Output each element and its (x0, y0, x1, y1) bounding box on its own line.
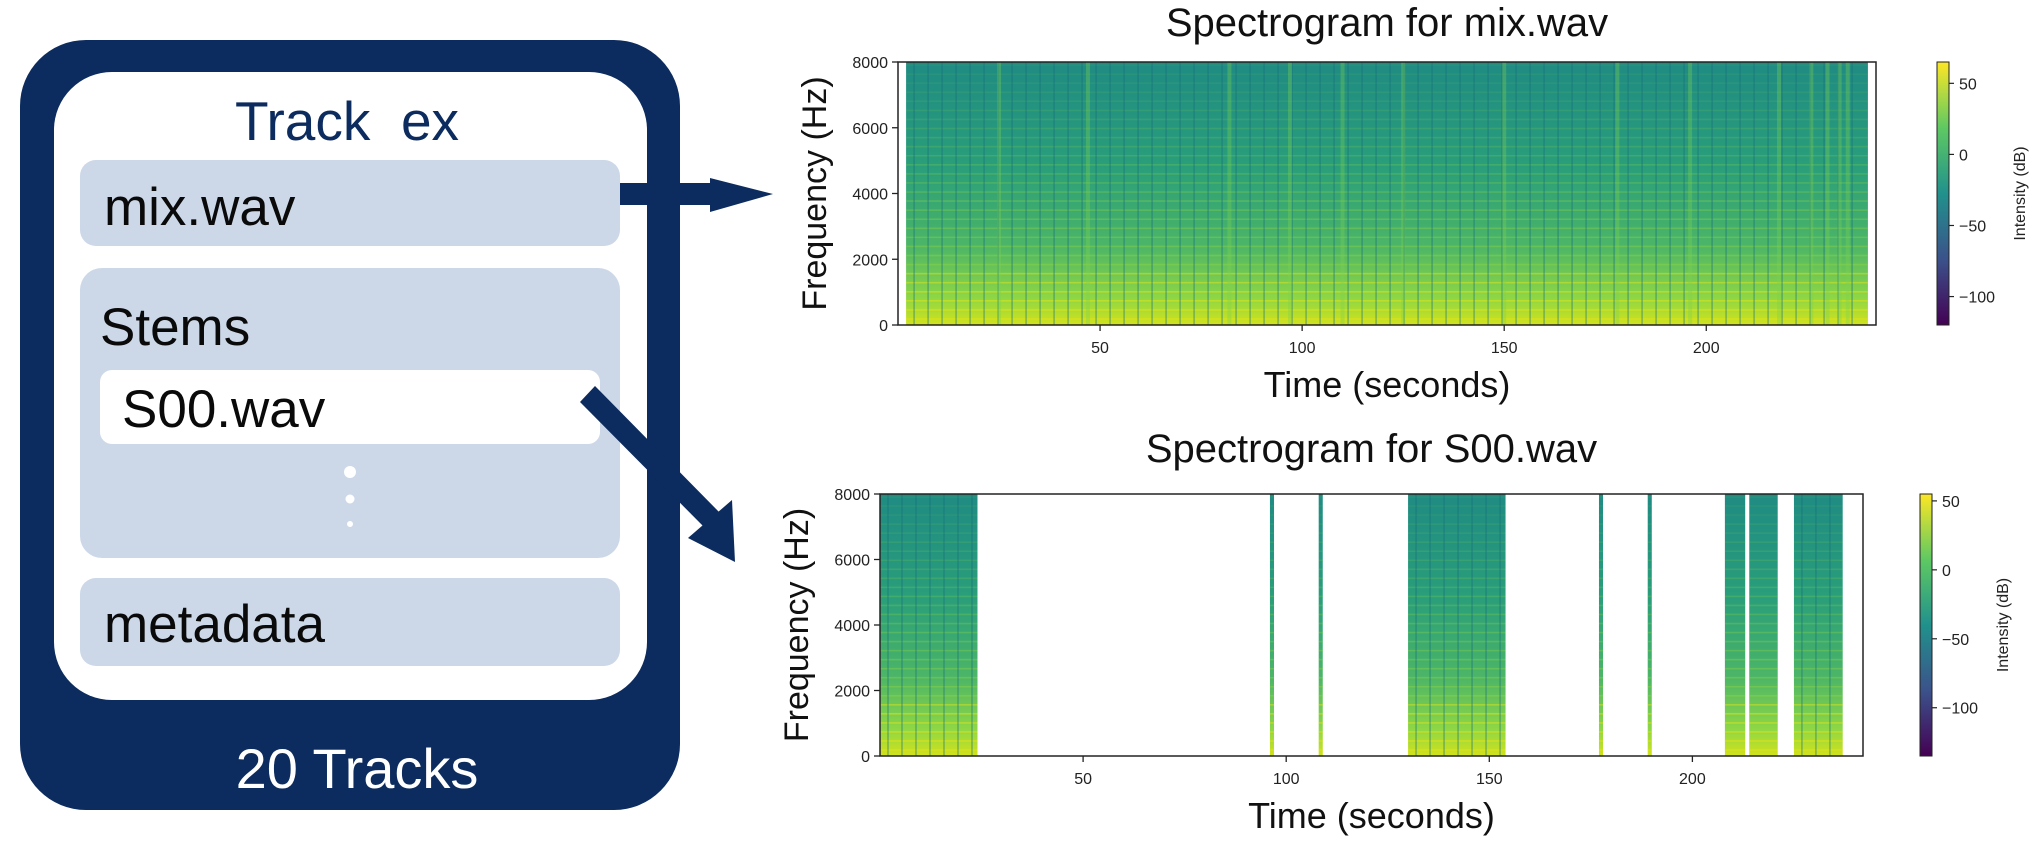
track-count-label: 20 Tracks (236, 737, 479, 800)
y-axis-label: Frequency (Hz) (796, 76, 834, 310)
spectrogram-segment (1318, 494, 1323, 756)
stem-file-box (100, 370, 600, 444)
colorbar-gradient (1919, 493, 1933, 757)
bright-column (1845, 62, 1850, 325)
colorbar-tick-label: −100 (1959, 290, 1995, 307)
y-tick-label: 4000 (852, 187, 888, 204)
bright-column (1288, 62, 1293, 325)
mix-arrow (620, 178, 773, 212)
y-tick-label: 0 (861, 749, 870, 766)
colorbar-tick-label: −50 (1942, 632, 1969, 649)
segment-fill (1724, 494, 1746, 756)
spectrogram-segment (1647, 494, 1652, 756)
colorbar-tick-label: 0 (1959, 147, 1968, 164)
x-tick-label: 100 (1273, 771, 1300, 788)
spectrogram-segment (906, 62, 1868, 325)
y-tick-label: 6000 (834, 553, 870, 570)
chart-title: Spectrogram for S00.wav (1146, 427, 1597, 471)
colorbar-label: Intensity (dB) (2012, 146, 2029, 240)
stem-arrow (580, 386, 735, 562)
ellipsis-dot (347, 521, 353, 527)
plot-area (880, 494, 1863, 756)
spectrogram-segment (1269, 494, 1275, 756)
ellipsis-dot (344, 466, 356, 478)
mix-arrow-shaft (620, 183, 712, 205)
bright-column (1777, 62, 1782, 325)
x-tick-label: 50 (1074, 771, 1092, 788)
stem-arrow-shaft (580, 386, 720, 528)
stem-arrow-head (688, 500, 735, 562)
bright-column (1227, 62, 1232, 325)
colorbar: 50 0 −50 −100 Intensity (dB) (1936, 61, 2029, 326)
x-tick-label: 150 (1476, 771, 1503, 788)
mix-file-box (80, 160, 620, 246)
colorbar-label: Intensity (dB) (1995, 578, 2012, 672)
bright-column (1340, 62, 1345, 325)
bright-column (1825, 62, 1830, 325)
x-tick-label: 200 (1679, 771, 1706, 788)
metadata-label: metadata (104, 595, 326, 654)
bright-column (1809, 62, 1814, 325)
y-tick-label: 6000 (852, 121, 888, 138)
stem-file-label: S00.wav (122, 380, 326, 439)
segment-fill (1749, 494, 1778, 756)
y-tick-label: 2000 (834, 684, 870, 701)
x-tick-label: 200 (1693, 340, 1720, 357)
bright-column (1502, 62, 1507, 325)
y-tick-label: 8000 (834, 487, 870, 504)
colorbar-gradient (1936, 61, 1950, 326)
segment-fill (1318, 494, 1323, 756)
segment-fill (880, 494, 978, 756)
spectrogram-segment (1598, 494, 1604, 756)
track-title: Track ex (235, 90, 459, 152)
metadata-box (80, 578, 620, 666)
x-axis-label: Time (seconds) (1264, 364, 1511, 405)
y-axis-label: Frequency (Hz) (778, 508, 816, 742)
bright-column (1401, 62, 1406, 325)
y-tick-label: 2000 (852, 252, 888, 269)
y-tick-label: 4000 (834, 618, 870, 635)
spectrogram-segment (1749, 494, 1778, 756)
bright-column (1085, 62, 1090, 325)
bright-column (1837, 62, 1842, 325)
segment-fill (906, 62, 1868, 325)
segment-fill (1647, 494, 1652, 756)
dataset-card: Track ex mix.wav Stems S00.wav metadata … (20, 40, 680, 810)
segment-fill (1408, 494, 1506, 756)
y-tick-label: 0 (879, 318, 888, 335)
spectrogram-segment (1408, 494, 1506, 756)
y-tick-label: 8000 (852, 55, 888, 72)
colorbar-tick-label: 50 (1942, 494, 1960, 511)
spectrogram-segment (1793, 494, 1843, 756)
x-tick-label: 50 (1091, 340, 1109, 357)
bright-column (1615, 62, 1620, 325)
segment-fill (1598, 494, 1604, 756)
x-axis-label: Time (seconds) (1248, 795, 1495, 836)
spectrogram-segment (880, 494, 978, 756)
bright-column (997, 62, 1002, 325)
segment-fill (1793, 494, 1843, 756)
spectrogram-segment (1724, 494, 1746, 756)
colorbar: 50 0 −50 −100 Intensity (dB) (1919, 493, 2012, 757)
mix-arrow-head (710, 178, 773, 212)
colorbar-tick-label: −50 (1959, 218, 1986, 235)
x-tick-label: 100 (1289, 340, 1316, 357)
colorbar-tick-label: −100 (1942, 701, 1978, 718)
mix-file-label: mix.wav (104, 178, 296, 237)
segment-fill (1269, 494, 1275, 756)
stems-label: Stems (100, 298, 250, 357)
x-tick-label: 150 (1491, 340, 1518, 357)
ellipsis-dot (345, 494, 355, 504)
colorbar-tick-label: 50 (1959, 76, 1977, 93)
colorbar-tick-label: 0 (1942, 563, 1951, 580)
bright-column (1688, 62, 1693, 325)
chart-title: Spectrogram for mix.wav (1166, 1, 1608, 45)
